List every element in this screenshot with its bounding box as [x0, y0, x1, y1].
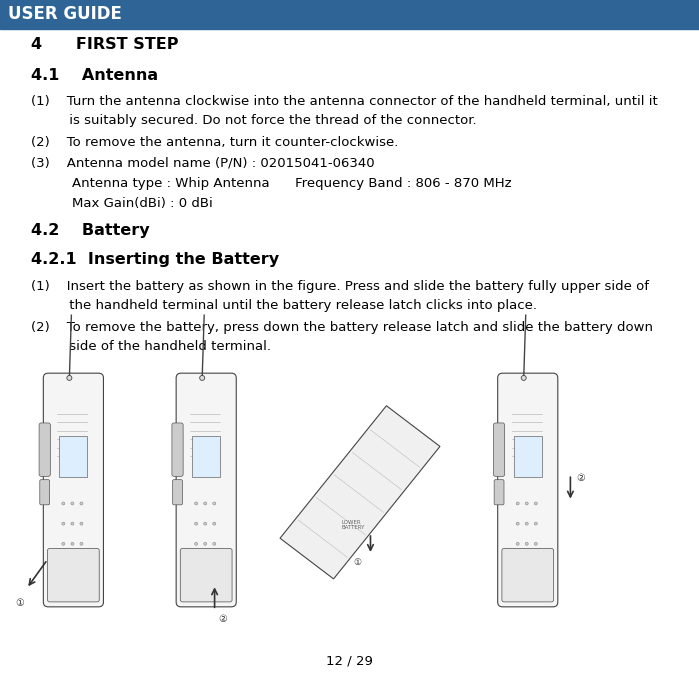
FancyBboxPatch shape	[176, 373, 236, 607]
Circle shape	[80, 502, 83, 505]
Circle shape	[212, 522, 216, 525]
Circle shape	[71, 502, 74, 505]
FancyBboxPatch shape	[48, 549, 99, 602]
FancyBboxPatch shape	[180, 549, 232, 602]
Circle shape	[71, 543, 74, 545]
Circle shape	[71, 522, 74, 525]
Text: (2)    To remove the antenna, turn it counter-clockwise.: (2) To remove the antenna, turn it count…	[31, 136, 399, 149]
Circle shape	[194, 522, 198, 525]
Circle shape	[212, 502, 216, 505]
Circle shape	[534, 522, 538, 525]
Circle shape	[67, 375, 72, 380]
Text: LOWER
BATTERY: LOWER BATTERY	[341, 520, 364, 530]
FancyBboxPatch shape	[40, 479, 50, 505]
Text: ②: ②	[218, 613, 227, 624]
FancyBboxPatch shape	[172, 423, 183, 477]
Text: USER GUIDE: USER GUIDE	[8, 5, 122, 23]
Text: (2)    To remove the battery, press down the battery release latch and slide the: (2) To remove the battery, press down th…	[31, 321, 654, 334]
FancyBboxPatch shape	[502, 549, 554, 602]
Text: side of the handheld terminal.: side of the handheld terminal.	[31, 340, 271, 353]
Text: ①: ①	[15, 598, 24, 608]
FancyBboxPatch shape	[493, 423, 505, 477]
FancyBboxPatch shape	[498, 373, 558, 607]
Text: (1)    Insert the battery as shown in the figure. Press and slide the battery fu: (1) Insert the battery as shown in the f…	[31, 280, 649, 293]
Circle shape	[194, 502, 198, 505]
Circle shape	[516, 522, 519, 525]
Circle shape	[62, 502, 65, 505]
Polygon shape	[280, 406, 440, 579]
Text: 12 / 29: 12 / 29	[326, 654, 373, 668]
Text: ①: ①	[353, 558, 361, 567]
Circle shape	[62, 522, 65, 525]
Text: (1)    Turn the antenna clockwise into the antenna connector of the handheld ter: (1) Turn the antenna clockwise into the …	[31, 95, 658, 108]
Text: 4      FIRST STEP: 4 FIRST STEP	[31, 37, 179, 52]
Circle shape	[194, 543, 198, 545]
Bar	[59, 436, 87, 477]
Text: ②: ②	[576, 473, 585, 483]
Bar	[192, 436, 220, 477]
Text: the handheld terminal until the battery release latch clicks into place.: the handheld terminal until the battery …	[31, 299, 538, 312]
Circle shape	[521, 375, 526, 380]
Text: is suitably secured. Do not force the thread of the connector.: is suitably secured. Do not force the th…	[31, 114, 477, 127]
Circle shape	[80, 543, 83, 545]
Text: (3)    Antenna model name (P/N) : 02015041-06340: (3) Antenna model name (P/N) : 02015041-…	[31, 156, 375, 169]
Circle shape	[516, 543, 519, 545]
Text: 4.2.1  Inserting the Battery: 4.2.1 Inserting the Battery	[31, 252, 280, 267]
FancyBboxPatch shape	[43, 373, 103, 607]
Text: Antenna type : Whip Antenna      Frequency Band : 806 - 870 MHz: Antenna type : Whip Antenna Frequency Ba…	[72, 177, 512, 190]
Circle shape	[516, 502, 519, 505]
Circle shape	[534, 502, 538, 505]
Circle shape	[525, 543, 528, 545]
Circle shape	[534, 543, 538, 545]
FancyBboxPatch shape	[494, 479, 504, 505]
Bar	[514, 436, 542, 477]
Text: 4.1    Antenna: 4.1 Antenna	[31, 68, 159, 83]
Circle shape	[212, 543, 216, 545]
Text: 4.2    Battery: 4.2 Battery	[31, 223, 150, 238]
FancyBboxPatch shape	[173, 479, 182, 505]
Circle shape	[80, 522, 83, 525]
Circle shape	[525, 502, 528, 505]
Circle shape	[203, 543, 207, 545]
FancyBboxPatch shape	[39, 423, 50, 477]
Circle shape	[62, 543, 65, 545]
Circle shape	[525, 522, 528, 525]
Circle shape	[203, 522, 207, 525]
Bar	[0, 0, 699, 29]
Circle shape	[200, 375, 205, 380]
Text: Max Gain(dBi) : 0 dBi: Max Gain(dBi) : 0 dBi	[72, 197, 212, 210]
Circle shape	[203, 502, 207, 505]
